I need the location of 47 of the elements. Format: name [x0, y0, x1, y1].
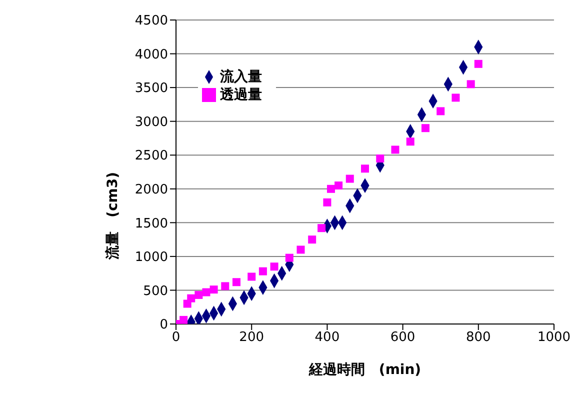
point — [308, 236, 316, 244]
point — [285, 254, 294, 262]
point — [202, 288, 210, 296]
point — [296, 246, 305, 254]
x-tick-label: 200 — [239, 330, 264, 346]
y-tick-label: 4500 — [134, 14, 168, 29]
point — [323, 198, 332, 206]
point — [474, 60, 482, 68]
point — [318, 224, 326, 232]
point — [221, 282, 230, 290]
point — [452, 94, 460, 102]
point — [270, 262, 278, 271]
x-tick-label: 1000 — [537, 330, 571, 346]
y-tick-label: 1000 — [134, 250, 168, 266]
point — [194, 290, 203, 299]
point — [180, 316, 188, 324]
point — [406, 138, 414, 146]
point — [210, 286, 218, 294]
point — [421, 124, 430, 132]
point — [466, 80, 475, 88]
y-tick-label: 4000 — [134, 47, 168, 62]
point — [326, 184, 335, 193]
point — [334, 182, 343, 190]
x-tick-label: 0 — [172, 330, 180, 346]
point — [436, 107, 445, 116]
legend-label: 流入量 — [220, 69, 262, 85]
y-tick-label: 2000 — [134, 182, 168, 198]
x-tick-label: 800 — [466, 330, 491, 346]
point — [232, 278, 240, 286]
x-axis-title: 経過時間 (min) — [308, 362, 422, 378]
point — [248, 272, 256, 281]
point — [187, 294, 196, 302]
point — [361, 164, 369, 173]
x-tick-label: 600 — [390, 330, 416, 346]
y-tick-label: 3500 — [134, 81, 168, 96]
legend-label: 透過量 — [220, 87, 262, 103]
y-tick-label: 0 — [160, 318, 168, 333]
y-axis-title: 流量 (cm3) — [104, 172, 121, 260]
y-tick-label: 3000 — [134, 114, 168, 130]
point — [376, 154, 384, 162]
point — [346, 174, 354, 183]
point — [258, 267, 267, 276]
y-tick-label: 500 — [143, 284, 168, 299]
point — [391, 146, 400, 154]
y-tick-label: 1500 — [134, 216, 168, 232]
y-tick-label: 2500 — [134, 148, 168, 164]
x-tick-label: 400 — [314, 330, 340, 346]
